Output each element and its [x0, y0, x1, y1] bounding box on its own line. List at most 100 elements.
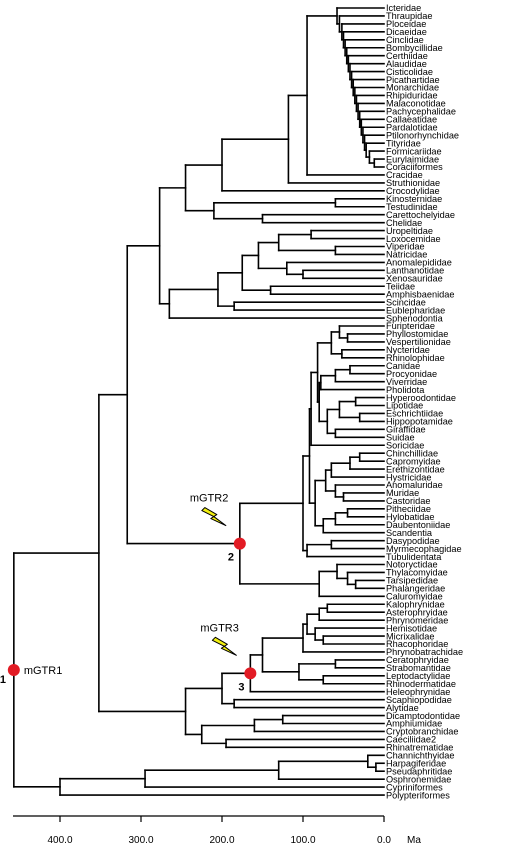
- taxon-label: Soricidae: [386, 440, 424, 450]
- taxon-label: Alaudidae: [386, 59, 427, 69]
- taxon-label: Notoryctidae: [386, 560, 438, 570]
- taxon-label: Muridae: [386, 488, 419, 498]
- taxon-label: Daubentoniidae: [386, 520, 450, 530]
- taxon-label: Amphiumidae: [386, 719, 442, 729]
- taxon-label: Viverridae: [386, 377, 427, 387]
- taxon-label: Osphronemidae: [386, 774, 451, 784]
- taxon-label: Lanthanotidae: [386, 266, 444, 276]
- taxon-label: Callaeatidae: [386, 115, 437, 125]
- event-mgtr3: mGTR3 3: [200, 622, 257, 693]
- taxon-label: Canidae: [386, 361, 420, 371]
- taxon-label: Amphisbaenidae: [386, 289, 454, 299]
- event-label-3: mGTR3: [200, 622, 239, 634]
- axis-tick-label: 400.0: [47, 835, 72, 846]
- event-node-2: [233, 537, 246, 550]
- event-mgtr1: mGTR1 1: [0, 663, 63, 686]
- taxon-label: Ceratophryidae: [386, 655, 449, 665]
- taxon-label: Loxocemidae: [386, 234, 441, 244]
- event-label-2: mGTR2: [190, 493, 229, 505]
- event-mgtr2: mGTR2 2: [190, 493, 246, 564]
- taxon-label: Cracidae: [386, 170, 423, 180]
- taxon-label: Furipteridae: [386, 321, 435, 331]
- taxon-label: Pseudaphritidae: [386, 766, 452, 776]
- taxon-label: Ploceidae: [386, 19, 426, 29]
- taxon-label: Strabomantidae: [386, 663, 451, 673]
- taxon-label: Pachycephalidae: [386, 107, 456, 117]
- taxon-label: Chinchillidae: [386, 448, 438, 458]
- taxon-label: Cypriniformes: [386, 782, 443, 792]
- taxon-label: Rhinatrematidae: [386, 743, 453, 753]
- taxon-label: Cinclidae: [386, 35, 424, 45]
- taxon-label: Eurylaimidae: [386, 154, 439, 164]
- taxon-label: Anomalepididae: [386, 258, 452, 268]
- time-axis: 400.0 300.0 200.0 100.0 0.0 Ma: [13, 815, 421, 846]
- taxon-label: Dicaeidae: [386, 27, 427, 37]
- event-label-1: mGTR1: [24, 665, 63, 677]
- taxon-label: Capromyidae: [386, 456, 441, 466]
- taxon-label: Dicamptodontidae: [386, 711, 460, 721]
- taxon-label: Polypteriformes: [386, 790, 450, 800]
- taxon-label: Cisticolidae: [386, 67, 433, 77]
- event-number-3: 3: [238, 681, 244, 693]
- event-number-1: 1: [0, 674, 6, 686]
- taxon-label: Rhipiduridae: [386, 91, 438, 101]
- lightning-icon: [201, 507, 227, 527]
- taxon-label: Pholidota: [386, 385, 425, 395]
- taxon-label: Viperidae: [386, 242, 425, 252]
- taxon-label: Scincidae: [386, 297, 426, 307]
- taxon-label: Pardalotidae: [386, 122, 438, 132]
- event-node-3: [244, 667, 257, 680]
- taxon-label: Castoridae: [386, 496, 430, 506]
- taxon-label: Tubulidentata: [386, 552, 442, 562]
- axis-tick-label: 0.0: [377, 835, 391, 846]
- axis-tick-label: 300.0: [128, 835, 153, 846]
- taxon-label: Lipotidae: [386, 401, 423, 411]
- taxon-label: Erethizontidae: [386, 464, 445, 474]
- tree-branches: [13, 7, 385, 796]
- taxon-label: Teiidae: [386, 281, 415, 291]
- taxon-label: Scaphiopodidae: [386, 695, 452, 705]
- taxon-label: Icteridae: [386, 3, 421, 13]
- taxon-label: Phrynobatrachidae: [386, 647, 463, 657]
- taxon-label: Asterophryidae: [386, 607, 448, 617]
- taxon-label: Phrynomeridae: [386, 615, 448, 625]
- taxon-label: Carettochelyidae: [386, 210, 455, 220]
- taxon-label: Myrmecophagidae: [386, 544, 462, 554]
- taxon-label: Nycteridae: [386, 345, 430, 355]
- axis-ticks: 400.0 300.0 200.0 100.0 0.0: [47, 816, 391, 846]
- taxon-label: Testudinidae: [386, 202, 438, 212]
- lightning-icon: [211, 636, 237, 656]
- taxon-label: Crocodylidae: [386, 186, 440, 196]
- taxon-label: Micrixalidae: [386, 631, 435, 641]
- taxon-label: Malaconotidae: [386, 99, 446, 109]
- taxon-label: Thraupidae: [386, 11, 432, 21]
- taxon-label: Rhacophoridae: [386, 639, 448, 649]
- taxon-label: Dasypodidae: [386, 536, 440, 546]
- taxon-label: Formicariidae: [386, 146, 442, 156]
- taxon-label: Caeciliidae2: [386, 735, 436, 745]
- taxon-label: Eschrichtiidae: [386, 409, 443, 419]
- taxon-label: Hylobatidae: [386, 512, 435, 522]
- taxon-label: Kinosternidae: [386, 194, 442, 204]
- taxon-label: Eublepharidae: [386, 305, 445, 315]
- taxon-labels: IcteridaeThraupidaePloceidaeDicaeidaeCin…: [386, 3, 463, 800]
- taxon-label: Harpagiferidae: [386, 758, 446, 768]
- taxon-label: Tityridae: [386, 138, 421, 148]
- taxon-label: Phyllostomidae: [386, 329, 448, 339]
- taxon-label: Heleophrynidae: [386, 687, 450, 697]
- taxon-label: Chelidae: [386, 218, 422, 228]
- taxon-label: Phalangeridae: [386, 584, 445, 594]
- taxon-label: Caluromyidae: [386, 592, 443, 602]
- taxon-label: Certhiidae: [386, 51, 428, 61]
- taxon-label: Vespertilionidae: [386, 337, 451, 347]
- taxon-label: Anomaluridae: [386, 480, 443, 490]
- taxon-label: Leptodactylidae: [386, 671, 450, 681]
- taxon-label: Hippopotamidae: [386, 417, 453, 427]
- taxon-label: Natricidae: [386, 250, 427, 260]
- taxon-label: Channichthyidae: [386, 751, 454, 761]
- taxon-label: Alytidae: [386, 703, 419, 713]
- taxon-label: Cryptobranchidae: [386, 727, 459, 737]
- taxon-label: Rhinodermatidae: [386, 679, 456, 689]
- taxon-label: Rhinolophidae: [386, 353, 445, 363]
- taxon-label: Giraffidae: [386, 425, 426, 435]
